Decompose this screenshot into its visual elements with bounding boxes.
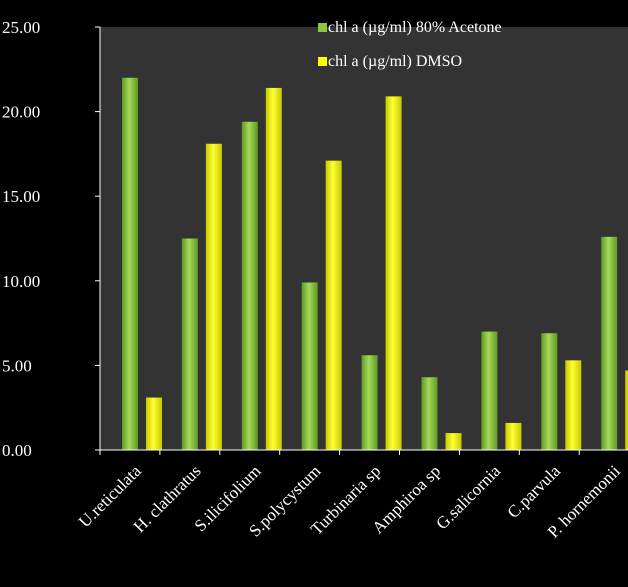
bar-dmso-7: [565, 360, 582, 450]
legend-label: chl a (µg/ml) 80% Acetone: [328, 19, 502, 36]
bar-dmso-2: [265, 87, 282, 451]
bar-dmso-4: [385, 96, 402, 450]
legend-label: chl a (µg/ml) DMSO: [328, 53, 462, 70]
y-tick-label: 20.00: [2, 103, 40, 122]
bar-dmso-3: [325, 160, 342, 450]
bar-dmso-5: [445, 433, 462, 450]
bar-acetone-4: [361, 355, 378, 450]
bar-dmso-0: [146, 397, 162, 450]
legend: chl a (µg/ml) 80% Acetone chl a (µg/ml) D…: [318, 19, 502, 70]
bars-layer: [122, 77, 628, 451]
x-category-label: G.salicornia: [432, 461, 504, 533]
bar-acetone-2: [241, 121, 258, 450]
y-tick-labels: 0.00 5.00 10.00 15.00 20.00 25.00: [2, 18, 40, 460]
bar-acetone-6: [481, 331, 498, 450]
bar-acetone-5: [421, 377, 438, 450]
bar-acetone-3: [301, 282, 318, 450]
bar-dmso-6: [505, 422, 522, 450]
y-tick-label: 15.00: [2, 187, 40, 206]
bar-acetone-0: [122, 77, 138, 450]
y-tick-label: 25.00: [2, 18, 40, 37]
legend-swatch: [318, 23, 327, 32]
y-tick-label: 0.00: [2, 441, 32, 460]
bar-acetone-7: [541, 333, 558, 450]
x-category-label: C.parvula: [504, 461, 565, 522]
axes-layer: [95, 26, 628, 455]
bar-acetone-8: [601, 236, 618, 450]
bar-acetone-1: [181, 238, 198, 450]
legend-swatch: [318, 57, 327, 66]
bar-dmso-8: [625, 370, 628, 450]
y-tick-label: 10.00: [2, 272, 40, 291]
bar-dmso-1: [205, 143, 222, 451]
y-tick-label: 5.00: [2, 356, 32, 375]
